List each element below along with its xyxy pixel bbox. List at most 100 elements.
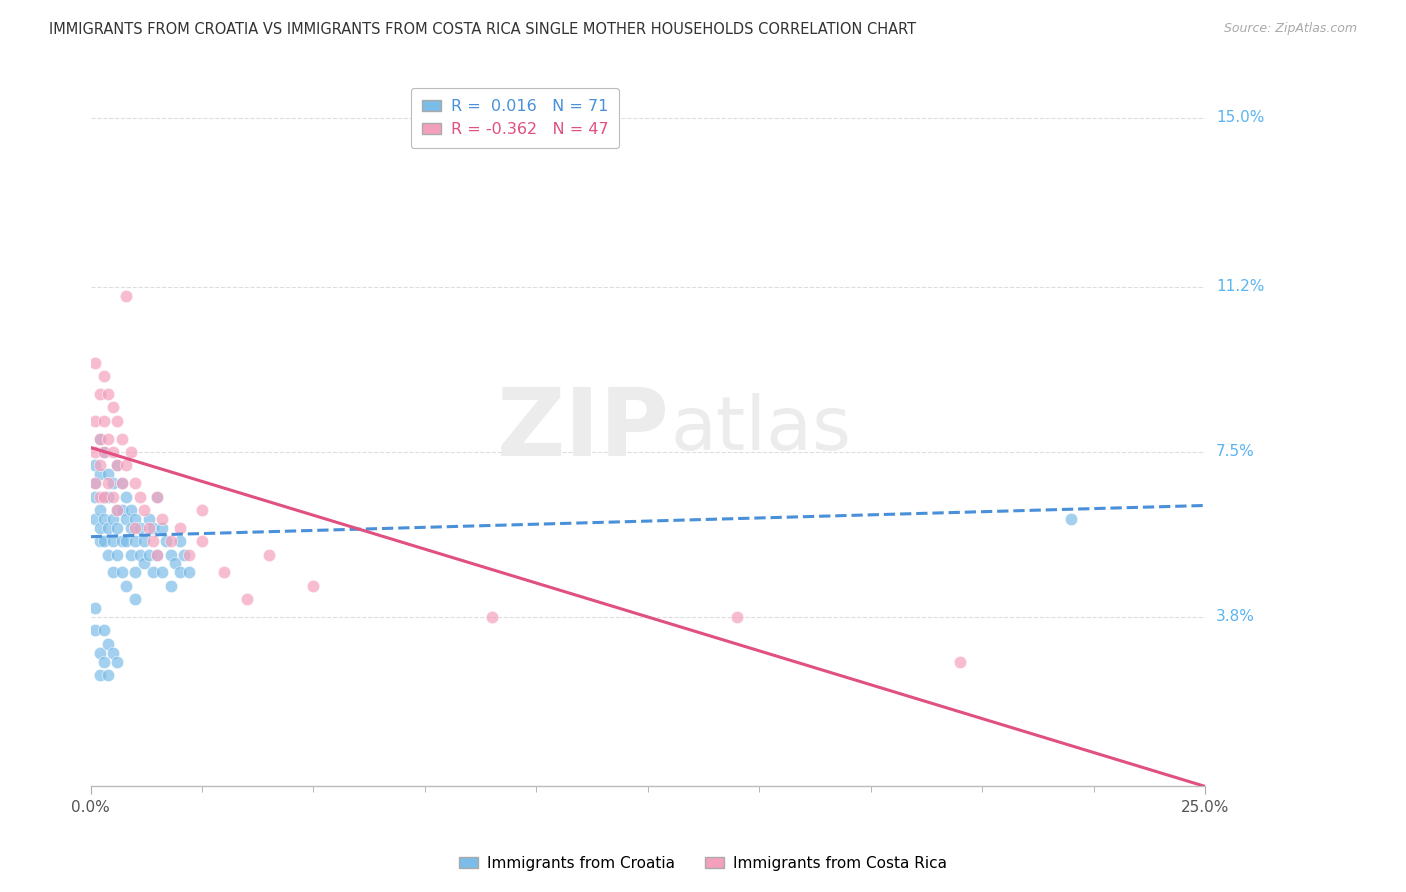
Point: [105, 548, 128, 562]
Point: [191, 534, 214, 549]
Point: [142, 566, 165, 580]
Point: [115, 289, 138, 303]
Point: [89, 458, 111, 473]
Point: [105, 521, 128, 535]
Point: [120, 548, 142, 562]
Point: [128, 490, 150, 504]
Point: [160, 548, 183, 562]
Point: [105, 503, 128, 517]
Point: [97, 548, 120, 562]
Point: [84, 490, 107, 504]
Point: [138, 512, 160, 526]
Point: [177, 566, 200, 580]
Point: [89, 646, 111, 660]
Point: [1060, 512, 1083, 526]
Point: [89, 387, 111, 401]
Point: [89, 432, 111, 446]
Point: [84, 476, 107, 491]
Point: [97, 432, 120, 446]
Point: [160, 534, 183, 549]
Point: [93, 445, 115, 459]
Text: 11.2%: 11.2%: [1216, 279, 1264, 294]
Point: [150, 512, 173, 526]
Point: [132, 534, 155, 549]
Legend: R =  0.016   N = 71, R = -0.362   N = 47: R = 0.016 N = 71, R = -0.362 N = 47: [411, 88, 620, 148]
Point: [89, 521, 111, 535]
Point: [132, 503, 155, 517]
Point: [84, 601, 107, 615]
Point: [111, 534, 134, 549]
Point: [93, 534, 115, 549]
Point: [128, 521, 150, 535]
Point: [132, 557, 155, 571]
Point: [165, 557, 187, 571]
Point: [84, 414, 107, 428]
Point: [124, 512, 146, 526]
Text: 3.8%: 3.8%: [1216, 609, 1256, 624]
Point: [120, 521, 142, 535]
Point: [93, 490, 115, 504]
Text: atlas: atlas: [671, 393, 851, 467]
Point: [177, 548, 200, 562]
Point: [150, 566, 173, 580]
Point: [115, 579, 138, 593]
Point: [105, 458, 128, 473]
Point: [84, 458, 107, 473]
Point: [160, 579, 183, 593]
Point: [89, 503, 111, 517]
Point: [97, 668, 120, 682]
Point: [120, 503, 142, 517]
Point: [105, 655, 128, 669]
Point: [142, 534, 165, 549]
Point: [84, 624, 107, 638]
Point: [93, 490, 115, 504]
Point: [101, 646, 124, 660]
Point: [97, 637, 120, 651]
Point: [105, 414, 128, 428]
Point: [111, 476, 134, 491]
Point: [138, 521, 160, 535]
Point: [84, 512, 107, 526]
Point: [115, 458, 138, 473]
Legend: Immigrants from Croatia, Immigrants from Costa Rica: Immigrants from Croatia, Immigrants from…: [453, 850, 953, 877]
Point: [257, 548, 280, 562]
Point: [105, 458, 128, 473]
Text: 15.0%: 15.0%: [1216, 110, 1264, 125]
Point: [235, 592, 257, 607]
Point: [111, 503, 134, 517]
Point: [146, 490, 169, 504]
Point: [124, 476, 146, 491]
Point: [101, 512, 124, 526]
Point: [146, 548, 169, 562]
Point: [97, 521, 120, 535]
Point: [124, 534, 146, 549]
Point: [124, 521, 146, 535]
Point: [146, 548, 169, 562]
Point: [93, 445, 115, 459]
Point: [169, 521, 191, 535]
Point: [97, 490, 120, 504]
Point: [101, 445, 124, 459]
Point: [97, 467, 120, 482]
Point: [101, 401, 124, 415]
Point: [111, 566, 134, 580]
Point: [169, 534, 191, 549]
Point: [93, 512, 115, 526]
Point: [89, 534, 111, 549]
Point: [169, 566, 191, 580]
Point: [84, 356, 107, 370]
Point: [115, 490, 138, 504]
Text: Source: ZipAtlas.com: Source: ZipAtlas.com: [1223, 22, 1357, 36]
Text: IMMIGRANTS FROM CROATIA VS IMMIGRANTS FROM COSTA RICA SINGLE MOTHER HOUSEHOLDS C: IMMIGRANTS FROM CROATIA VS IMMIGRANTS FR…: [49, 22, 917, 37]
Point: [89, 490, 111, 504]
Point: [120, 445, 142, 459]
Point: [101, 566, 124, 580]
Point: [89, 432, 111, 446]
Text: ZIP: ZIP: [498, 384, 671, 475]
Point: [111, 476, 134, 491]
Point: [128, 548, 150, 562]
Point: [97, 476, 120, 491]
Point: [191, 503, 214, 517]
Point: [115, 512, 138, 526]
Point: [93, 414, 115, 428]
